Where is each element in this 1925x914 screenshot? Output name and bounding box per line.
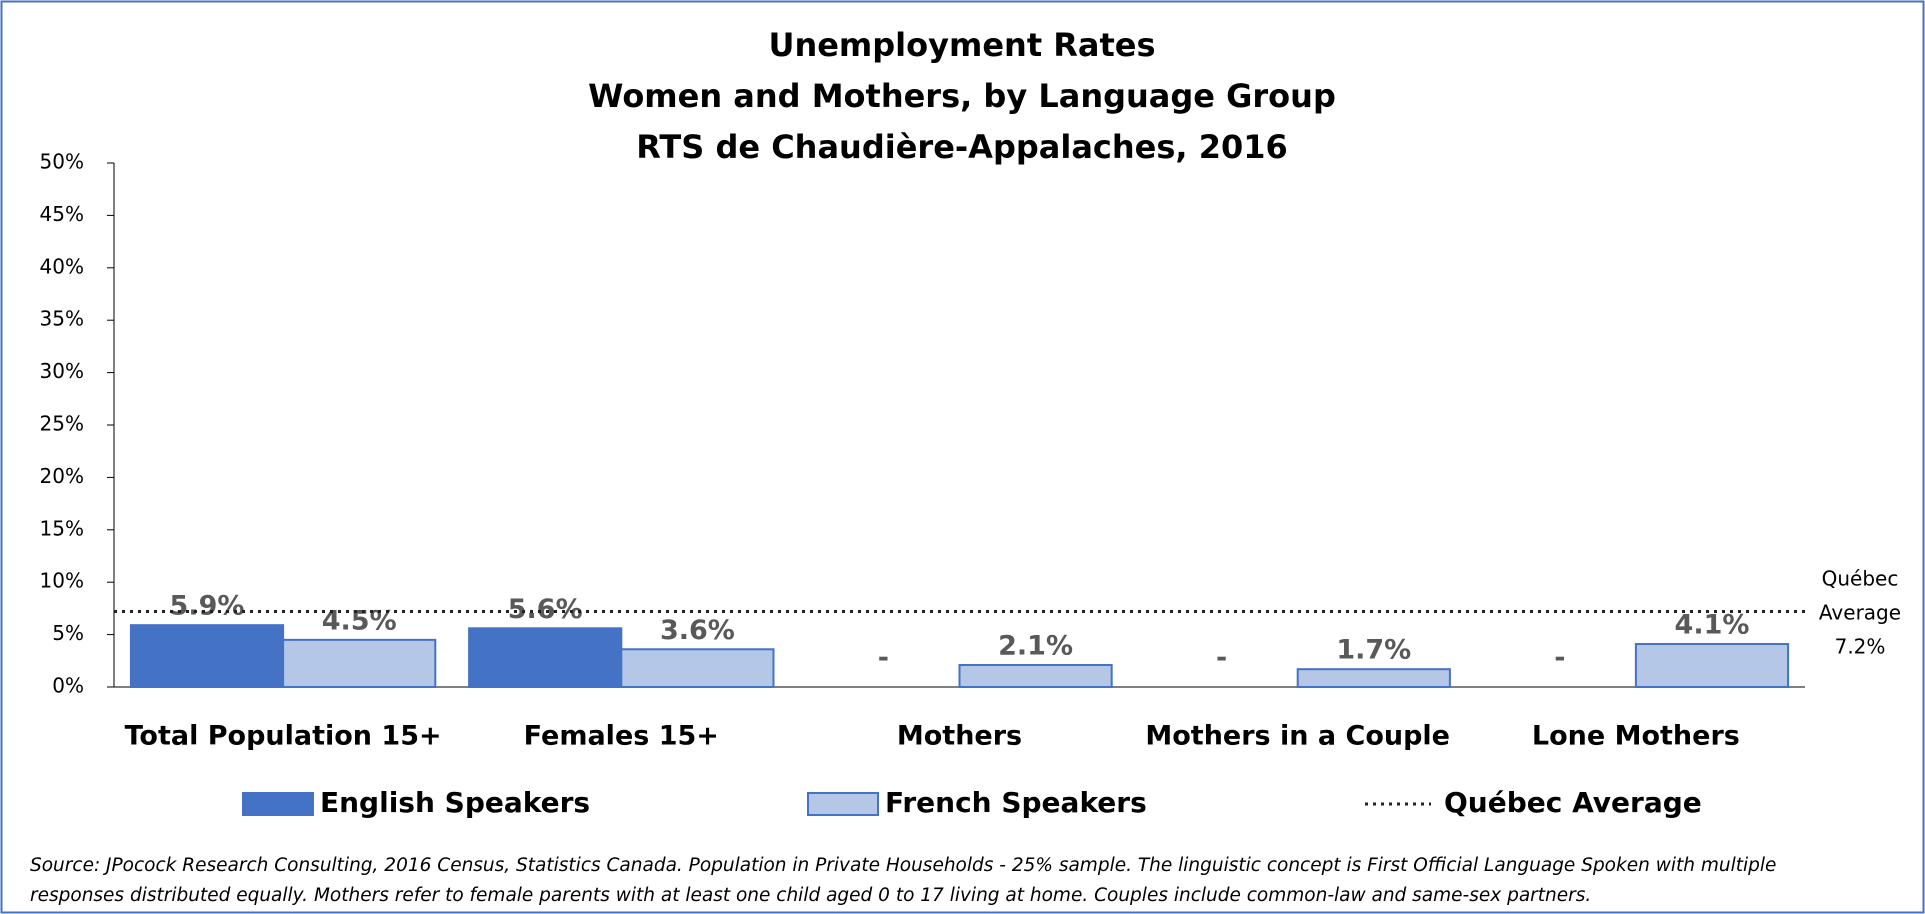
legend-label: French Speakers [885, 786, 1147, 819]
reference-label: 7.2% [1835, 635, 1886, 659]
bar [129, 624, 285, 689]
value-label: 1.7% [1336, 635, 1411, 666]
bar [620, 648, 775, 688]
value-label: 4.1% [1675, 610, 1750, 641]
reference-label: Québec [1822, 567, 1899, 591]
y-tick-label: 40% [40, 254, 84, 278]
y-tick-label: 30% [40, 359, 84, 383]
chart-title: RTS de Chaudière-Appalaches, 2016 [636, 128, 1288, 166]
y-tick-label: 45% [40, 202, 84, 226]
bar [468, 627, 623, 689]
value-label: - [878, 643, 889, 674]
y-tick-label: 15% [40, 516, 84, 540]
y-tick-label: 50% [40, 150, 84, 174]
value-label: 2.1% [998, 630, 1073, 661]
x-tick-label: Females 15+ [524, 721, 719, 752]
bar [1634, 643, 1790, 688]
value-label: - [1216, 643, 1227, 674]
bar [958, 663, 1113, 689]
value-label: 5.9% [170, 591, 245, 622]
legend-label: English Speakers [320, 786, 590, 819]
y-tick-label: 0% [52, 674, 84, 698]
value-label: - [1554, 643, 1565, 674]
y-tick-label: 25% [40, 412, 84, 436]
y-tick-label: 20% [40, 464, 84, 488]
x-tick-label: Total Population 15+ [125, 721, 442, 752]
legend-label: Québec Average [1444, 786, 1702, 819]
x-tick-label: Lone Mothers [1532, 721, 1740, 752]
chart-title: Women and Mothers, by Language Group [588, 77, 1336, 115]
bar [1296, 668, 1451, 689]
value-label: 5.6% [508, 594, 583, 625]
reference-label: Average [1819, 601, 1901, 625]
y-tick-label: 10% [40, 569, 84, 593]
x-tick-label: Mothers [897, 721, 1022, 752]
value-label: 3.6% [660, 615, 735, 646]
source-note: Source: JPocock Research Consulting, 201… [30, 855, 1776, 876]
chart-title: Unemployment Rates [768, 26, 1155, 64]
y-tick-label: 35% [40, 307, 84, 331]
source-note: responses distributed equally. Mothers r… [30, 885, 1591, 906]
value-label: 4.5% [322, 605, 397, 636]
legend-swatch [807, 792, 879, 816]
legend-swatch [242, 792, 314, 816]
x-tick-label: Mothers in a Couple [1145, 721, 1450, 752]
bar [282, 638, 437, 689]
y-tick-label: 5% [52, 621, 84, 645]
